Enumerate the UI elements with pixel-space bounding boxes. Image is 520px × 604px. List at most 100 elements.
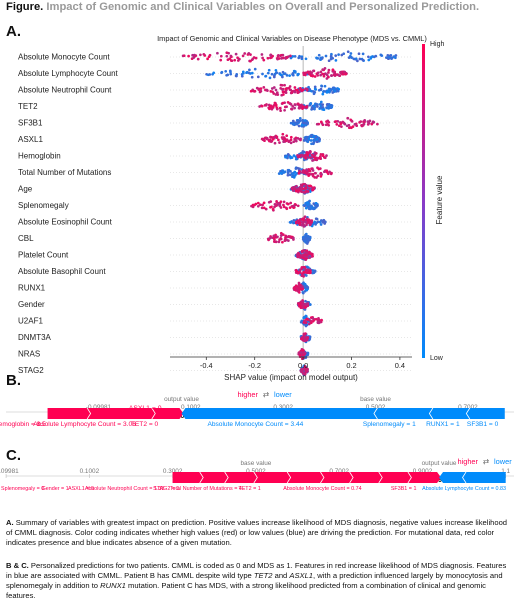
feature-swarm — [249, 83, 341, 97]
shap-point — [303, 215, 307, 219]
shap-point — [312, 142, 315, 146]
shap-point — [320, 318, 323, 322]
shap-point — [316, 74, 320, 77]
feature-swarm — [283, 150, 328, 162]
shap-point — [273, 141, 277, 145]
feature-swarm — [258, 100, 334, 113]
shap-point — [324, 54, 328, 58]
shap-point — [202, 52, 206, 56]
shap-point — [289, 88, 293, 92]
shap-point — [307, 85, 310, 89]
panel-b-force-plot: higher ⇄ lower -0.09981 0.1002 0.3002 0.5002 0.… — [0, 390, 514, 428]
shap-point — [286, 101, 290, 104]
shap-point — [295, 122, 299, 126]
shap-point — [273, 202, 277, 206]
shap-point — [322, 156, 326, 159]
output-value-label: output value — [422, 460, 457, 467]
shap-point — [260, 53, 264, 56]
shap-point — [240, 73, 244, 76]
shap-point — [306, 203, 310, 207]
shap-point — [327, 120, 331, 124]
shap-point — [285, 74, 289, 77]
shap-point — [284, 87, 288, 91]
shap-point — [356, 59, 359, 63]
x-tick-label: -0.4 — [200, 361, 213, 370]
shap-point — [305, 122, 308, 126]
shap-point — [313, 75, 317, 78]
shap-point — [290, 156, 294, 159]
shap-point — [254, 202, 258, 206]
shap-point — [319, 120, 323, 124]
shap-point — [260, 206, 264, 210]
shap-point — [282, 200, 286, 204]
force-red-feature-label: Splenomegaly = 0 — [1, 486, 44, 492]
shap-point — [385, 56, 388, 59]
shap-point — [313, 220, 317, 224]
shap-point — [295, 269, 298, 273]
shap-point — [301, 170, 305, 174]
shap-point — [295, 189, 298, 193]
shap-point — [299, 219, 302, 223]
shap-point — [273, 101, 277, 105]
shap-point — [329, 54, 333, 58]
shap-point — [337, 124, 341, 128]
colorbar-low-label: Low — [430, 355, 444, 362]
shap-point — [269, 236, 273, 240]
feature-label: NRAS — [18, 350, 40, 359]
x-axis-label: SHAP value (impact on model output) — [224, 373, 358, 382]
shap-point — [340, 125, 343, 128]
force-red-feature-label: Absolute Neutrophil Count = 1.38 — [85, 486, 165, 492]
shap-point — [308, 184, 312, 188]
shap-point — [249, 59, 252, 63]
shap-point — [390, 57, 393, 60]
shap-point — [273, 205, 276, 209]
axis-tick-label: 0.5002 — [366, 404, 386, 411]
shap-point — [302, 190, 305, 194]
feature-swarm — [299, 314, 323, 328]
shap-point — [289, 169, 292, 173]
shap-point — [331, 68, 335, 72]
shap-point — [298, 269, 302, 272]
shap-point — [316, 71, 320, 75]
caption-bc-text-2: and — [272, 571, 290, 581]
shap-point — [306, 351, 310, 355]
feature-swarm — [205, 67, 348, 80]
shap-point — [225, 73, 228, 77]
shap-point — [296, 102, 300, 106]
shap-point — [292, 176, 296, 179]
shap-point — [346, 116, 350, 120]
shap-point — [342, 52, 346, 56]
shap-point — [323, 67, 327, 70]
shap-point — [285, 134, 289, 138]
feature-label: Absolute Lymphocyte Count — [18, 69, 119, 78]
shap-point — [302, 332, 306, 336]
shap-point — [281, 136, 285, 140]
shap-point — [304, 57, 308, 61]
shap-point — [281, 101, 285, 105]
shap-point — [304, 71, 308, 75]
feature-label: DNMT3A — [18, 333, 52, 342]
shap-point — [311, 271, 315, 275]
colorbar-high-label: High — [430, 41, 445, 48]
shap-point — [233, 58, 237, 62]
feature-label: RUNX1 — [18, 284, 46, 293]
shap-point — [293, 86, 297, 89]
shap-point — [307, 271, 310, 275]
shap-point — [277, 240, 281, 244]
shap-point — [317, 136, 321, 140]
shap-point — [219, 54, 223, 58]
shap-point — [270, 56, 273, 59]
shap-point — [318, 220, 322, 224]
shap-point — [298, 223, 302, 226]
shap-point — [319, 87, 323, 91]
shap-point — [317, 53, 321, 57]
shap-point — [270, 107, 274, 111]
shap-point — [319, 100, 323, 104]
shap-point — [322, 219, 326, 223]
force-blue-separator — [465, 407, 471, 420]
shap-point — [193, 53, 196, 57]
shap-point — [315, 138, 319, 141]
shap-point — [349, 52, 353, 55]
shap-point — [259, 87, 263, 90]
shap-point — [303, 204, 307, 208]
